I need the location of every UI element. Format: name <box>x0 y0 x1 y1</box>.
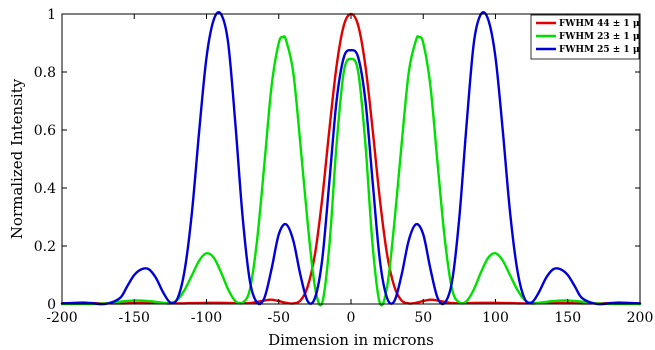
x-tick-label: 150 <box>554 310 581 326</box>
y-tick-label: 0.4 <box>34 181 56 197</box>
x-tick-label: -50 <box>267 310 290 326</box>
x-tick-label: -100 <box>191 310 222 326</box>
x-tick-label: 200 <box>627 310 654 326</box>
y-tick-label: 0.8 <box>34 65 56 81</box>
series-line-2 <box>60 35 642 307</box>
y-tick-label: 0.6 <box>34 123 56 139</box>
x-tick-label: 0 <box>347 310 356 326</box>
x-tick-label: 50 <box>414 310 432 326</box>
x-tick-label: -150 <box>119 310 150 326</box>
x-axis-title: Dimension in microns <box>268 331 434 349</box>
series-line-3 <box>60 11 642 306</box>
y-tick-label: 0.2 <box>34 239 56 255</box>
plot-area-background <box>62 14 640 304</box>
legend: FWHM 44 ± 1 μ FWHM 23 ± 1 μ FWHM 25 ± 1 μ <box>530 14 640 60</box>
x-tick-label: -200 <box>46 310 77 326</box>
y-tick-label: 1 <box>47 7 56 23</box>
legend-label-2: FWHM 23 ± 1 μ <box>559 32 640 42</box>
legend-label-1: FWHM 44 ± 1 μ <box>559 19 640 29</box>
y-tick-label: 0 <box>47 297 56 313</box>
y-axis-title: Normalized Intensity <box>8 78 26 239</box>
x-tick-label: 100 <box>482 310 509 326</box>
ticks-layer: -200 -150 -100 -50 0 50 100 150 200 0 0.2 0.4 0.6 0.8… <box>34 7 654 326</box>
legend-label-3: FWHM 25 ± 1 μ <box>559 45 640 55</box>
